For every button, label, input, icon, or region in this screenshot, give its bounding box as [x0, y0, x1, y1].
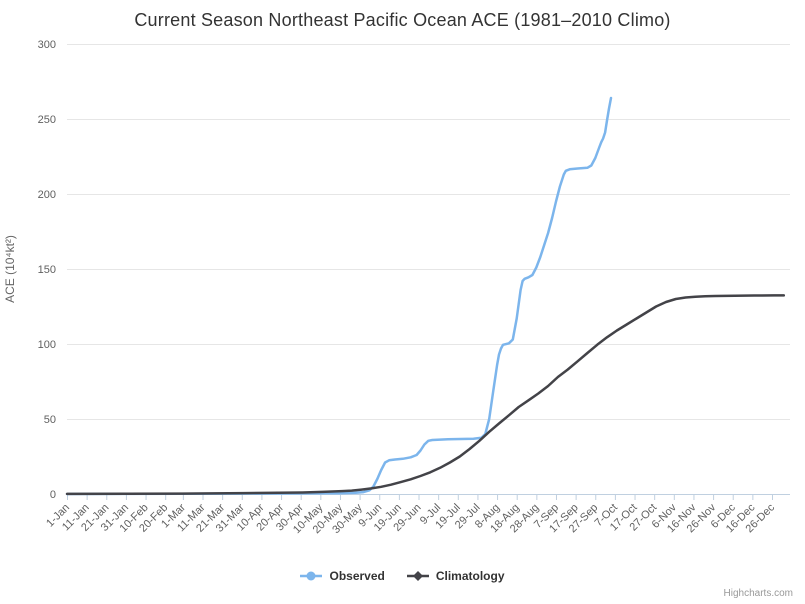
diamond-marker-icon	[412, 571, 423, 581]
y-axis-label: 150	[38, 264, 56, 276]
y-axis-label: 0	[50, 489, 56, 501]
observed-series-line[interactable]	[65, 96, 613, 496]
chart-title: Current Season Northeast Pacific Ocean A…	[134, 10, 671, 30]
climatology-legend-marker-icon	[406, 571, 429, 581]
y-axis-label: 50	[44, 414, 56, 426]
y-axis-label: 250	[38, 114, 56, 126]
y-axis-title: ACE (10⁴kt²)	[3, 235, 17, 303]
observed-legend-marker-icon	[300, 571, 323, 581]
legend-item-climatology[interactable]: Climatology	[406, 569, 505, 583]
y-axis-label: 300	[38, 39, 56, 51]
climatology-series-line[interactable]	[65, 294, 786, 496]
legend: Observed Climatology	[0, 569, 805, 583]
circle-marker-icon	[306, 571, 316, 581]
legend-item-observed[interactable]: Observed	[300, 569, 385, 583]
legend-label-climatology: Climatology	[435, 569, 505, 583]
y-axis-label: 200	[38, 189, 56, 201]
y-axis-label: 100	[38, 339, 56, 351]
legend-label-observed: Observed	[329, 569, 385, 583]
highcharts-credits-link[interactable]: Highcharts.com	[723, 588, 793, 599]
